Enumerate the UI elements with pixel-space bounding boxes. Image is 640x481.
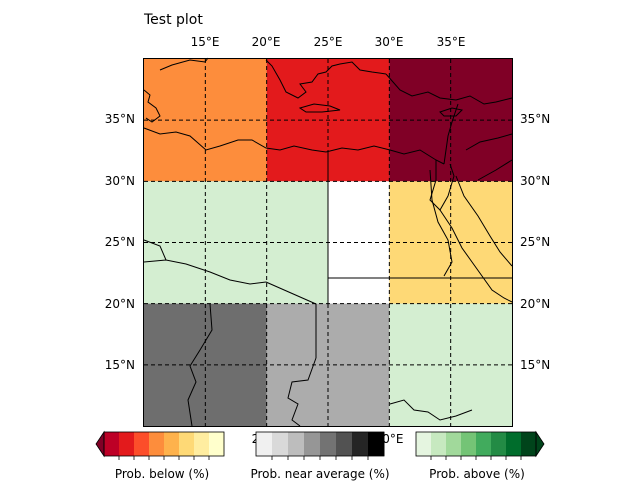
colorbar-1-swatch-0 xyxy=(256,432,273,456)
colorbar-2-swatch-6 xyxy=(506,432,522,456)
colorbar-0-swatch-5 xyxy=(179,432,195,456)
colorbar-label-above: Prob. above (%) xyxy=(429,467,525,481)
lat-label-left-15n: 15°N xyxy=(104,358,135,372)
italy-coast xyxy=(143,89,161,123)
colorbar-label-near: Prob. near average (%) xyxy=(250,467,390,481)
colorbar-0-swatch-4 xyxy=(164,432,180,456)
lon-label-35e: 35°E xyxy=(436,35,466,49)
colorbar-1-swatch-7 xyxy=(368,432,385,456)
colorbar-1-swatch-2 xyxy=(288,432,305,456)
lon-label-15e: 15°E xyxy=(190,35,220,49)
cyprus xyxy=(439,107,464,117)
cell-none-4 xyxy=(328,181,390,304)
levant-coast xyxy=(443,103,459,165)
lat-label-right-25n: 25°N xyxy=(520,235,551,249)
lon-label-25e: 25°E xyxy=(313,35,343,49)
turkey-coast xyxy=(385,73,513,105)
iraq-border xyxy=(477,159,513,181)
colorbar-0 xyxy=(95,430,225,460)
colorbar-2-swatch-2 xyxy=(446,432,462,456)
lon-label-30e: 30°E xyxy=(374,35,404,49)
colorbar-0-swatch-1 xyxy=(119,432,135,456)
dashed-gridlines xyxy=(144,59,512,426)
colorbar-0-extend-left xyxy=(95,430,105,458)
turkey-syria-border xyxy=(465,133,513,151)
colorbar-2-swatch-5 xyxy=(491,432,507,456)
colorbar-0-swatch-2 xyxy=(134,432,150,456)
greece-coast xyxy=(265,59,387,99)
colorbar-2-swatch-4 xyxy=(476,432,492,456)
lat-label-right-30n: 30°N xyxy=(520,174,551,188)
tunisia-border xyxy=(143,239,167,261)
colorbar-2-swatch-1 xyxy=(431,432,447,456)
lat-label-left-35n: 35°N xyxy=(104,112,135,126)
colorbar-2-swatch-3 xyxy=(461,432,477,456)
lat-label-left-25n: 25°N xyxy=(104,235,135,249)
sudan-south xyxy=(389,399,473,421)
colorbar-label-below: Prob. below (%) xyxy=(114,467,210,481)
colorbar-1-swatch-3 xyxy=(304,432,321,456)
colorbar-0-swatch-6 xyxy=(194,432,210,456)
colorbar-2-swatch-0 xyxy=(416,432,432,456)
colorbar-1 xyxy=(255,431,385,460)
colorbar-0-swatch-3 xyxy=(149,432,165,456)
lat-label-right-15n: 15°N xyxy=(520,358,551,372)
crete xyxy=(298,103,341,113)
colorbar-1-swatch-6 xyxy=(352,432,369,456)
lat-label-left-30n: 30°N xyxy=(104,174,135,188)
north-africa-coast xyxy=(143,127,445,165)
lat-label-right-20n: 20°N xyxy=(520,297,551,311)
sicily-coast xyxy=(159,57,209,71)
lon-label-20e: 20°E xyxy=(251,35,281,49)
lat-label-left-20n: 20°N xyxy=(104,297,135,311)
colorbar-1-swatch-5 xyxy=(336,432,353,456)
plot-title: Test plot xyxy=(144,12,203,28)
lat-label-right-35n: 35°N xyxy=(520,112,551,126)
red-sea-east xyxy=(455,175,513,267)
coastlines xyxy=(143,57,513,427)
colorbar-1-swatch-1 xyxy=(272,432,289,456)
colorbar-0-swatch-7 xyxy=(209,432,225,456)
colorbar-2 xyxy=(415,430,545,460)
colorbar-2-extend-right xyxy=(535,430,545,458)
map-frame xyxy=(143,58,513,427)
chad-sudan-border xyxy=(287,357,317,427)
colorbar-0-swatch-0 xyxy=(104,432,120,456)
niger-chad-border xyxy=(187,303,213,427)
colorbar-1-swatch-4 xyxy=(320,432,337,456)
colorbar-2-swatch-7 xyxy=(521,432,537,456)
red-sea-west xyxy=(439,209,513,303)
